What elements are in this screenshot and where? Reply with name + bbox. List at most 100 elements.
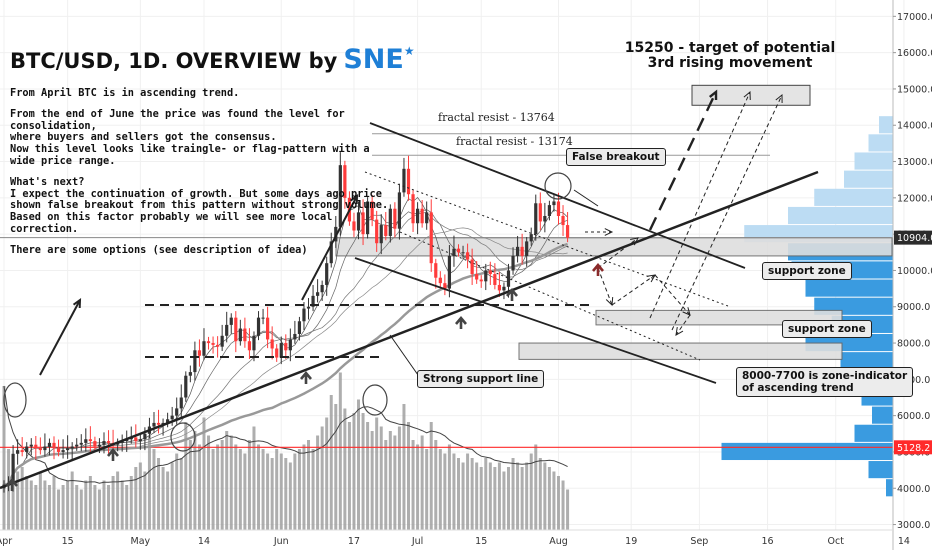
volume-bar xyxy=(38,471,42,530)
brand-star-icon: ★ xyxy=(403,44,415,58)
scenario-arrow-6-head xyxy=(604,228,614,236)
volume-bar xyxy=(47,485,51,530)
volume-bar xyxy=(416,444,420,530)
candle-body xyxy=(106,441,111,443)
idea-description: From April BTC is in ascending trend. Fr… xyxy=(10,87,390,266)
volume-bar xyxy=(102,480,106,530)
candle-body xyxy=(97,444,102,447)
inner-channel-lower xyxy=(399,231,701,361)
current-price-tag-bg xyxy=(894,230,932,245)
scenario-arrow-5-head xyxy=(675,327,684,336)
volume-bar xyxy=(234,444,238,530)
candle-body xyxy=(275,348,279,358)
candle-body xyxy=(465,252,470,260)
scenario-arrow-4 xyxy=(654,274,691,316)
volume-bar xyxy=(302,444,306,530)
candle-body xyxy=(29,444,33,447)
time-tick-label: Jun xyxy=(273,536,289,547)
volume-bar xyxy=(261,449,265,530)
volume-bar xyxy=(179,458,183,530)
candle-body xyxy=(393,208,397,229)
candle-body xyxy=(506,270,511,287)
volume-bar xyxy=(238,449,242,530)
volume-bar xyxy=(220,440,224,530)
candle-body xyxy=(425,212,429,224)
price-tick-label: 8000.0 xyxy=(897,339,930,350)
candle-body xyxy=(43,446,47,451)
volume-bar xyxy=(320,426,324,530)
volume-bar xyxy=(111,476,115,530)
candle-body xyxy=(247,341,252,351)
price-tick-label: 3000.0 xyxy=(897,520,930,531)
volume-bar xyxy=(325,417,329,530)
support-zone-callout-2: support zone xyxy=(782,320,872,338)
projection-arrow-2 xyxy=(649,91,751,319)
candle-body xyxy=(356,212,361,231)
volume-bar xyxy=(352,413,356,530)
candle-body xyxy=(475,274,479,280)
candle-body xyxy=(370,201,374,220)
volume-bar xyxy=(538,458,542,530)
candle-body xyxy=(452,248,456,256)
volume-bar xyxy=(75,485,79,530)
volume-bar xyxy=(357,399,361,530)
time-tick-label: 19 xyxy=(625,536,637,547)
volume-bar xyxy=(84,480,88,530)
trend-arrow-2 xyxy=(301,195,358,301)
volume-bar xyxy=(193,431,197,530)
scenario-arrow-1 xyxy=(597,237,639,269)
volume-bar xyxy=(202,417,206,530)
volume-bar xyxy=(138,462,142,530)
volume-bar xyxy=(429,422,433,530)
time-tick-label: 14 xyxy=(198,536,210,547)
volume-bar xyxy=(316,435,320,530)
volume-bar xyxy=(556,476,560,530)
candle-body xyxy=(406,168,411,195)
volume-bar xyxy=(488,462,492,530)
candle-body xyxy=(434,263,438,278)
volume-spike-marker xyxy=(170,422,196,452)
volume-bar xyxy=(129,476,133,530)
candle-body xyxy=(47,442,52,447)
candle-body xyxy=(388,208,392,236)
level-price-tag: 5128.2 xyxy=(897,443,930,454)
volume-bar xyxy=(457,458,460,530)
candle-body xyxy=(411,194,415,224)
candle-body xyxy=(379,225,383,244)
projection-arrow-2-head xyxy=(743,90,751,101)
candle-body xyxy=(361,212,365,235)
candle-body xyxy=(343,165,347,198)
volume-profile-bar xyxy=(721,442,893,461)
volume-bar xyxy=(11,462,15,530)
volume-bar xyxy=(170,462,174,530)
candle-body xyxy=(397,192,402,229)
candle-body xyxy=(134,437,138,442)
support-zones xyxy=(335,84,893,360)
candle-body xyxy=(170,415,174,420)
candle-body xyxy=(279,343,283,358)
price-tick-label: 15000.0 xyxy=(897,84,932,95)
candle-body xyxy=(534,203,538,235)
volume-bar xyxy=(229,435,233,530)
candle-body xyxy=(284,343,288,351)
candle-body xyxy=(515,246,520,256)
volume-bar xyxy=(211,449,215,530)
zone-indicator-line-1: 8000-7700 is zone-indicator xyxy=(742,370,908,382)
volume-profile-bar xyxy=(854,424,893,442)
candle-body xyxy=(502,286,506,291)
candle-body xyxy=(538,203,542,222)
candle-body xyxy=(338,165,342,227)
price-tick-label: 10000.0 xyxy=(897,266,932,277)
candle-body xyxy=(66,448,70,451)
candle-body xyxy=(11,453,15,483)
volume-bar xyxy=(561,480,565,530)
candle-body xyxy=(511,255,515,271)
volume-bar xyxy=(520,467,524,530)
projection-arrow-3-head xyxy=(775,93,783,104)
price-tick-label: 16000.0 xyxy=(897,48,932,59)
volume-bar xyxy=(297,449,301,530)
candle-body xyxy=(402,168,406,193)
volume-bar xyxy=(511,458,515,530)
